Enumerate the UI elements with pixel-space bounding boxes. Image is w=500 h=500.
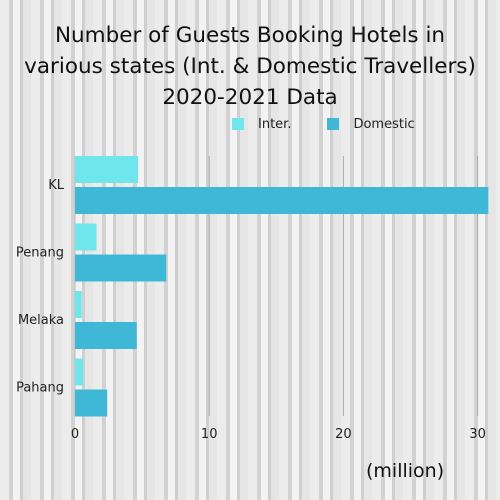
chart-title: Number of Guests Booking Hotels in vario… — [0, 20, 500, 113]
bar-pahang-inter — [75, 358, 84, 386]
x-axis-unit-label: (million) — [366, 460, 445, 482]
chart-title-line-3: 2020-2021 Data — [162, 85, 338, 110]
x-tick-label-30: 30 — [469, 427, 486, 442]
y-category-label-melaka: Melaka — [18, 313, 64, 328]
y-category-label-kl: KL — [48, 178, 65, 193]
x-tick-label-10: 10 — [201, 427, 218, 442]
legend-item-inter: Inter. — [232, 117, 291, 132]
bar-kl-inter — [75, 156, 139, 183]
y-category-label-pahang: Pahang — [16, 381, 64, 396]
chart-title-line-2: various states (Int. & Domestic Travelle… — [24, 54, 476, 79]
legend-swatch-domestic — [327, 118, 340, 130]
legend-item-domestic: Domestic — [327, 116, 415, 132]
bar-pahang-domestic — [75, 389, 108, 417]
legend-label-inter: Inter. — [258, 116, 292, 132]
legend-swatch-inter — [232, 118, 244, 130]
x-tick-label-0: 0 — [71, 427, 79, 442]
chart-legend: Inter. Domestic — [232, 116, 451, 132]
chart-title-line-1: Number of Guests Booking Hotels in — [54, 23, 446, 48]
y-category-label-penang: Penang — [16, 246, 64, 261]
bar-kl-domestic — [75, 187, 489, 214]
bar-penang-inter — [75, 223, 97, 251]
legend-label-domestic: Domestic — [353, 116, 415, 132]
x-tick-label-20: 20 — [335, 427, 352, 442]
bar-melaka-domestic — [75, 322, 137, 349]
bar-melaka-inter — [75, 291, 82, 318]
bar-penang-domestic — [75, 254, 167, 282]
